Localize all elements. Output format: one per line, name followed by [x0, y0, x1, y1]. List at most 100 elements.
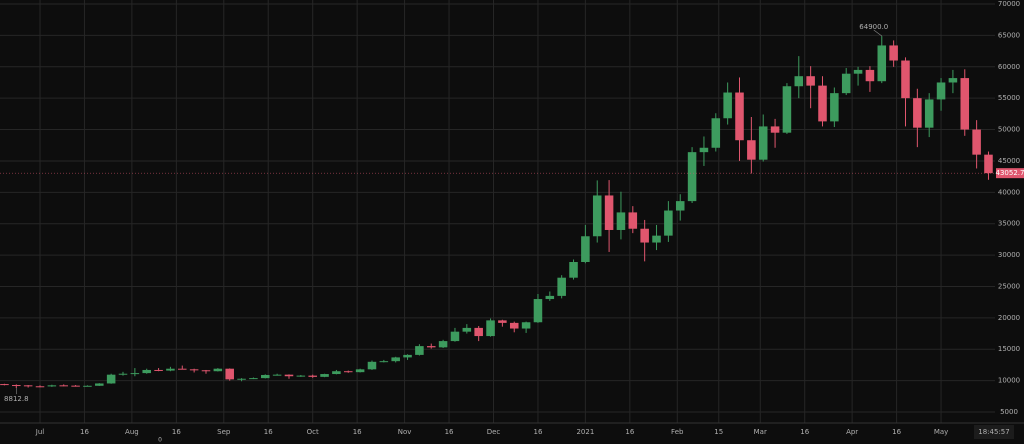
candle-body [948, 78, 958, 83]
x-tick-label: Aug [125, 428, 139, 436]
y-tick-label: 25000 [998, 282, 1020, 290]
candle-body [723, 92, 732, 119]
x-tick-label: 16 [625, 428, 634, 436]
candle-body [367, 361, 377, 370]
candle-body [95, 383, 104, 386]
y-tick-label: 50000 [998, 126, 1020, 134]
y-tick-label: 10000 [998, 377, 1020, 385]
candle-body [178, 368, 187, 370]
candle-body [865, 69, 875, 82]
x-tick-label: Jul [35, 428, 45, 436]
candle-body [201, 370, 211, 372]
time-label: 18:45:57 [978, 428, 1009, 436]
y-tick-label: 60000 [998, 63, 1020, 71]
candle-body [545, 295, 555, 300]
candle-body [308, 375, 317, 377]
candle-body [687, 152, 697, 202]
candle-body [261, 374, 270, 379]
candle-body [924, 99, 934, 128]
candle-body [853, 69, 863, 74]
x-tick-label: Nov [398, 428, 412, 436]
candle-body [913, 98, 922, 128]
candle-body [320, 374, 329, 377]
candle-body [758, 126, 768, 160]
candle-body [474, 327, 483, 337]
candle-body [12, 385, 21, 387]
candle-body [438, 341, 448, 348]
candle-body [498, 320, 507, 323]
candle-body [616, 212, 626, 230]
candle-body [284, 374, 294, 377]
x-tick-label: Dec [487, 428, 501, 436]
low-label: 8812.8 [4, 395, 29, 403]
last-price-label: 43052.7 [996, 169, 1024, 177]
y-tick-label: 55000 [998, 94, 1020, 102]
candle-body [296, 375, 306, 377]
y-tick-label: 5000 [1000, 408, 1018, 416]
high-marker [873, 29, 882, 37]
candle-body [782, 86, 792, 133]
price-scale [995, 0, 1024, 444]
x-tick-label: 16 [172, 428, 181, 436]
candle-body [841, 73, 851, 94]
candle-body [699, 147, 709, 153]
candle-body [830, 93, 839, 122]
y-tick-label: 45000 [998, 157, 1020, 165]
candle-body [83, 385, 92, 387]
candle-body [237, 378, 246, 380]
candle-body [984, 154, 993, 174]
candle-body [213, 368, 223, 372]
candle-body [332, 371, 341, 375]
candle-body [889, 45, 898, 61]
y-tick-label: 40000 [998, 188, 1020, 196]
candle-body [675, 201, 685, 211]
x-tick-label: Oct [307, 428, 319, 436]
candle-body [557, 277, 566, 296]
candle-body [533, 299, 543, 323]
candle-body [877, 45, 887, 82]
candle-body [936, 82, 946, 100]
candle-body [23, 385, 33, 387]
candle-body [770, 126, 780, 133]
candles [0, 36, 993, 389]
grid [0, 0, 995, 423]
x-tick-label: 16 [800, 428, 809, 436]
candle-body [142, 369, 151, 374]
candle-body [272, 374, 282, 376]
candle-body [166, 368, 175, 371]
candle-body [71, 385, 80, 387]
candle-body [569, 261, 578, 278]
y-tick-label: 35000 [998, 220, 1020, 228]
candle-body [189, 369, 199, 371]
candle-body [225, 368, 234, 380]
x-tick-label: 16 [80, 428, 89, 436]
candle-body [391, 357, 400, 362]
x-tick-label: 15 [714, 428, 723, 436]
y-tick-label: 70000 [998, 0, 1020, 8]
high-label: 64900.0 [859, 23, 888, 31]
x-tick-label: 16 [892, 428, 901, 436]
candle-body [426, 346, 436, 348]
candle-body [355, 369, 365, 373]
x-tick-label: 16 [264, 428, 273, 436]
candle-body [415, 346, 424, 355]
x-tick-label: 16 [353, 428, 362, 436]
candle-body [521, 322, 531, 329]
candle-body [118, 373, 128, 375]
x-tick-label: Mar [754, 428, 767, 436]
candle-body [343, 371, 353, 373]
candle-body [711, 118, 721, 148]
x-tick-label: 2021 [576, 428, 594, 436]
candle-body [806, 76, 815, 86]
x-tick-label: 16 [445, 428, 454, 436]
candle-body [462, 327, 472, 332]
y-tick-label: 15000 [998, 345, 1020, 353]
candle-body [652, 235, 661, 243]
x-tick-label: Sep [217, 428, 231, 436]
y-tick-label: 20000 [998, 314, 1020, 322]
candle-body [628, 212, 638, 229]
candle-body [640, 228, 649, 243]
pane-label: 0 [158, 437, 162, 444]
last-price-box [996, 168, 1024, 179]
